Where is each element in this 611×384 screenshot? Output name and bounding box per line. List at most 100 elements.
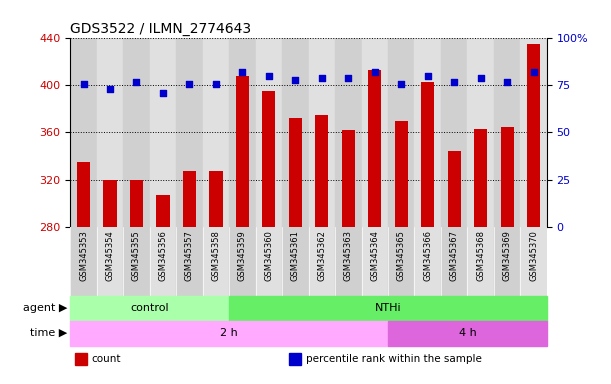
Text: GSM345355: GSM345355 bbox=[132, 230, 141, 281]
Bar bbox=[467, 38, 494, 227]
Bar bbox=[388, 321, 547, 346]
Text: GSM345354: GSM345354 bbox=[106, 230, 114, 281]
Bar bbox=[315, 115, 329, 227]
Bar bbox=[467, 227, 494, 296]
Text: GSM345357: GSM345357 bbox=[185, 230, 194, 281]
Text: GSM345364: GSM345364 bbox=[370, 230, 379, 281]
Bar bbox=[229, 38, 255, 227]
Bar bbox=[309, 38, 335, 227]
Bar bbox=[123, 38, 150, 227]
Bar bbox=[309, 227, 335, 296]
Bar bbox=[290, 353, 301, 365]
Point bbox=[105, 86, 115, 92]
Bar bbox=[183, 171, 196, 227]
Point bbox=[185, 81, 194, 87]
Bar bbox=[255, 38, 282, 227]
Bar bbox=[388, 38, 414, 227]
Text: GSM345362: GSM345362 bbox=[317, 230, 326, 281]
Bar bbox=[70, 321, 388, 346]
Bar bbox=[414, 227, 441, 296]
Bar bbox=[521, 227, 547, 296]
Text: percentile rank within the sample: percentile rank within the sample bbox=[306, 354, 482, 364]
Bar bbox=[97, 38, 123, 227]
Point bbox=[290, 77, 300, 83]
Bar bbox=[388, 227, 414, 296]
Point bbox=[423, 73, 433, 79]
Point bbox=[529, 69, 538, 75]
Bar bbox=[70, 38, 97, 227]
Point bbox=[264, 73, 274, 79]
Text: agent ▶: agent ▶ bbox=[23, 303, 67, 313]
Text: time ▶: time ▶ bbox=[30, 328, 67, 338]
Bar bbox=[262, 91, 276, 227]
Bar bbox=[203, 227, 229, 296]
Bar bbox=[77, 162, 90, 227]
Text: GSM345367: GSM345367 bbox=[450, 230, 459, 281]
Bar bbox=[421, 82, 434, 227]
Point bbox=[370, 69, 379, 75]
Text: 2 h: 2 h bbox=[220, 328, 238, 338]
Bar bbox=[395, 121, 408, 227]
Text: GSM345366: GSM345366 bbox=[423, 230, 432, 281]
Text: GSM345370: GSM345370 bbox=[529, 230, 538, 281]
Text: GSM345359: GSM345359 bbox=[238, 230, 247, 281]
Bar bbox=[236, 76, 249, 227]
Bar bbox=[362, 227, 388, 296]
Text: control: control bbox=[130, 303, 169, 313]
Bar bbox=[229, 227, 255, 296]
Bar bbox=[209, 171, 222, 227]
Text: GSM345356: GSM345356 bbox=[158, 230, 167, 281]
Bar bbox=[203, 38, 229, 227]
Bar bbox=[255, 227, 282, 296]
Bar bbox=[500, 127, 514, 227]
Bar bbox=[494, 38, 521, 227]
Point bbox=[317, 75, 327, 81]
Bar bbox=[414, 38, 441, 227]
Point bbox=[476, 75, 486, 81]
Text: count: count bbox=[92, 354, 121, 364]
Bar bbox=[362, 38, 388, 227]
Point bbox=[158, 90, 168, 96]
Point bbox=[131, 79, 141, 85]
Text: GSM345360: GSM345360 bbox=[265, 230, 273, 281]
Bar bbox=[229, 296, 547, 321]
Text: NTHi: NTHi bbox=[375, 303, 401, 313]
Bar bbox=[70, 227, 97, 296]
Bar bbox=[335, 227, 362, 296]
Bar bbox=[97, 227, 123, 296]
Text: GSM345369: GSM345369 bbox=[503, 230, 511, 281]
Text: GSM345368: GSM345368 bbox=[476, 230, 485, 281]
Bar bbox=[441, 227, 467, 296]
Point bbox=[343, 75, 353, 81]
Point bbox=[502, 79, 512, 85]
Point bbox=[449, 79, 459, 85]
Text: GSM345361: GSM345361 bbox=[291, 230, 300, 281]
Point bbox=[79, 81, 89, 87]
Bar bbox=[494, 227, 521, 296]
Bar bbox=[282, 38, 309, 227]
Bar bbox=[282, 227, 309, 296]
Text: GSM345353: GSM345353 bbox=[79, 230, 88, 281]
Text: GSM345358: GSM345358 bbox=[211, 230, 221, 281]
Bar bbox=[441, 38, 467, 227]
Bar bbox=[342, 130, 355, 227]
Text: GSM345365: GSM345365 bbox=[397, 230, 406, 281]
Bar bbox=[176, 227, 203, 296]
Bar bbox=[521, 38, 547, 227]
Bar bbox=[527, 44, 540, 227]
Point bbox=[238, 69, 247, 75]
Text: GDS3522 / ILMN_2774643: GDS3522 / ILMN_2774643 bbox=[70, 22, 251, 36]
Point bbox=[397, 81, 406, 87]
Bar bbox=[150, 38, 176, 227]
Bar bbox=[335, 38, 362, 227]
Bar bbox=[447, 151, 461, 227]
Bar bbox=[474, 129, 488, 227]
Point bbox=[211, 81, 221, 87]
Bar bbox=[176, 38, 203, 227]
Bar bbox=[123, 227, 150, 296]
Bar bbox=[70, 296, 229, 321]
Bar bbox=[289, 118, 302, 227]
Bar bbox=[150, 227, 176, 296]
Bar bbox=[130, 180, 143, 227]
Bar bbox=[156, 195, 170, 227]
